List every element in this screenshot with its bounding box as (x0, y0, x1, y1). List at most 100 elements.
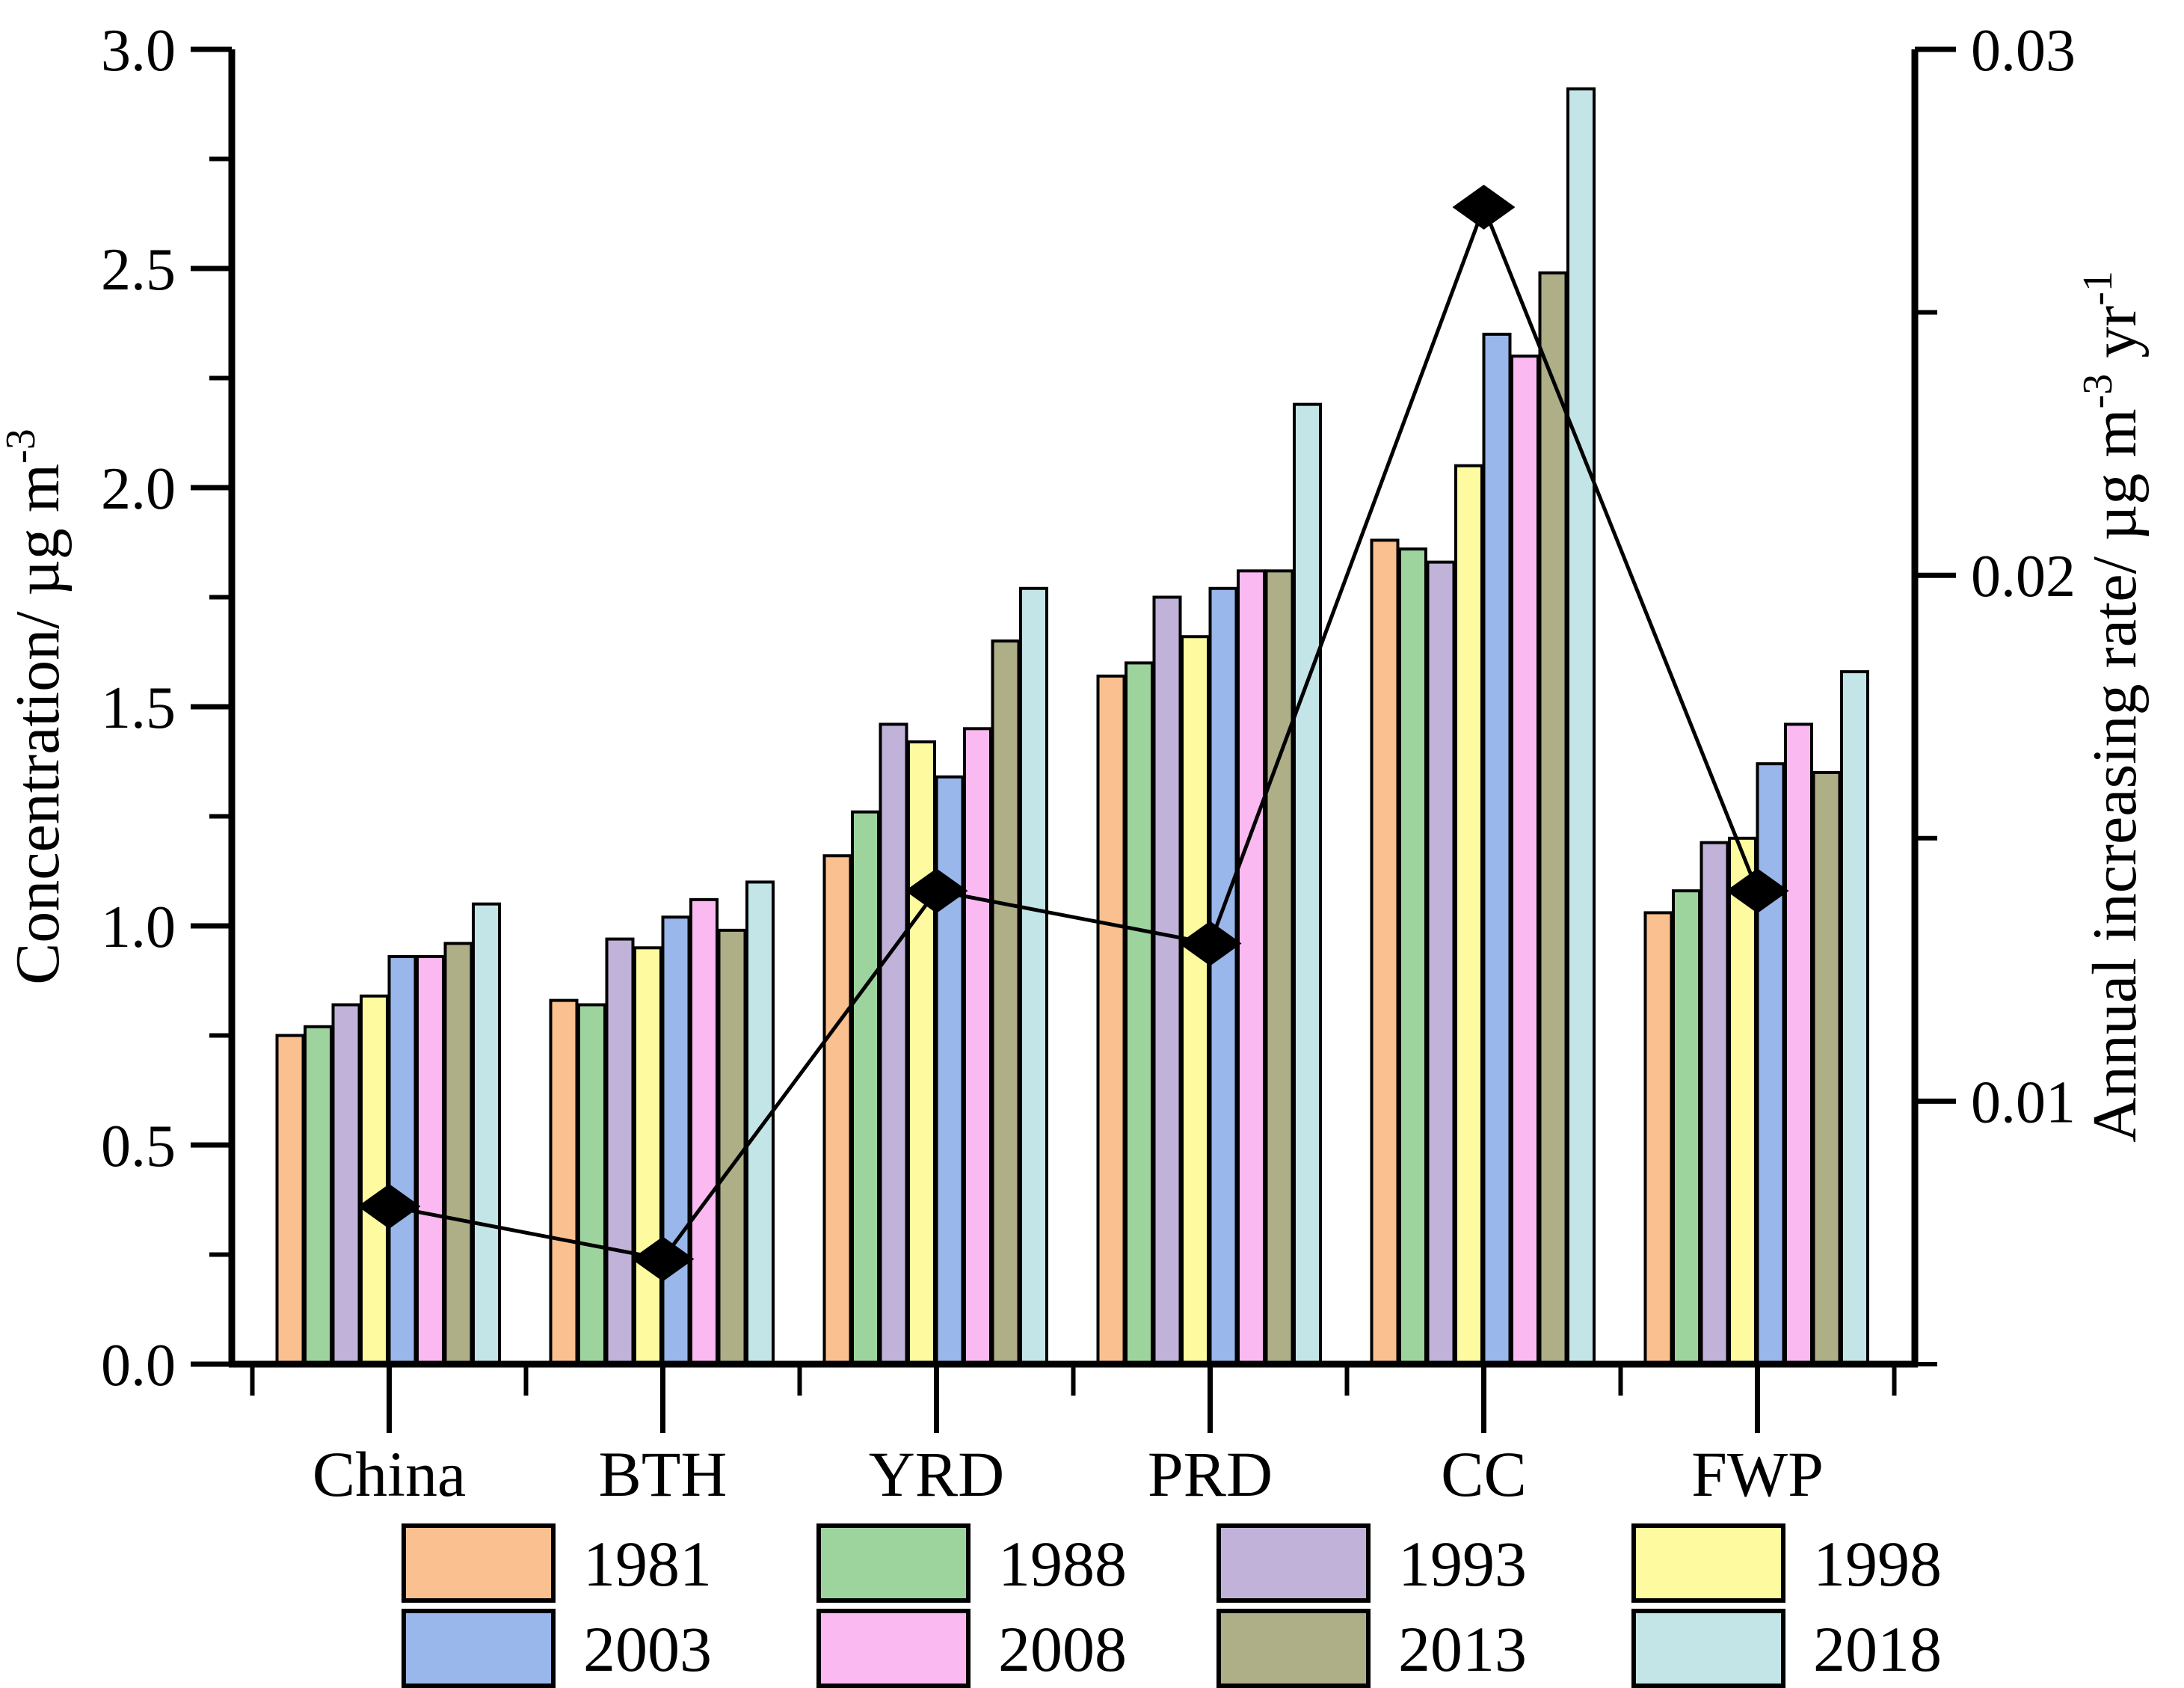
category-label: PRD (1148, 1438, 1273, 1510)
bar-1993-China (331, 1003, 361, 1366)
bar-2013-China (443, 942, 473, 1366)
series-2008 (416, 355, 1813, 1366)
bar-2003-China (387, 955, 417, 1366)
series-1981 (275, 538, 1673, 1366)
bar-1981-China (275, 1034, 305, 1366)
legend-item-2018: 2018 (1631, 1609, 1942, 1688)
legend-swatch (1631, 1609, 1785, 1688)
bar-1998-China (360, 994, 389, 1366)
legend-item-2003: 2003 (402, 1609, 712, 1688)
bar-2003-CC (1482, 332, 1512, 1366)
rate-marker-CC (1452, 184, 1516, 230)
bar-1998-PRD (1181, 635, 1210, 1366)
bar-2003-YRD (935, 775, 965, 1366)
bar-1998-BTH (633, 946, 662, 1366)
legend-swatch (1216, 1609, 1371, 1688)
bar-2018-China (472, 902, 501, 1366)
bar-2003-BTH (661, 915, 691, 1366)
legend-label: 1993 (1398, 1528, 1527, 1600)
series-2003 (387, 332, 1785, 1366)
left-tick-label: 2.0 (101, 456, 176, 522)
rate-marker-FWP (1726, 868, 1789, 914)
legend-swatch (816, 1523, 971, 1603)
right-axis-title: Annual increasing rate/ µg m-3 yr-1 (2075, 271, 2150, 1143)
bar-2013-YRD (991, 639, 1021, 1366)
legend-label: 2003 (583, 1613, 712, 1685)
bar-1981-PRD (1096, 674, 1126, 1366)
category-label: YRD (869, 1438, 1005, 1510)
bar-2013-FWP (1812, 770, 1842, 1366)
bar-1988-PRD (1125, 661, 1154, 1366)
bar-1988-BTH (577, 1003, 606, 1366)
bar-2018-FWP (1840, 670, 1869, 1366)
bar-2018-PRD (1293, 402, 1322, 1366)
left-tick-label: 0.5 (101, 1114, 176, 1179)
legend-item-2008: 2008 (816, 1609, 1127, 1688)
bar-1998-FWP (1728, 836, 1757, 1366)
legend-item-2013: 2013 (1216, 1609, 1527, 1688)
right-tick-label: 0.02 (1971, 544, 2076, 610)
left-axis-title: Concentration/ µg m-3 (0, 429, 73, 985)
bar-1988-YRD (851, 810, 880, 1366)
x-axis: China BTH YRD PRD CC FWP (250, 1364, 1897, 1510)
bar-2013-CC (1538, 271, 1568, 1366)
bar-2008-China (416, 955, 445, 1366)
legend-label: 1998 (1813, 1528, 1942, 1600)
rate-line (389, 202, 1759, 1262)
series-1998 (360, 464, 1757, 1366)
legend-label: 2013 (1398, 1613, 1527, 1685)
bar-1993-FWP (1699, 841, 1729, 1366)
legend-swatch (402, 1523, 556, 1603)
bar-1988-FWP (1672, 889, 1701, 1366)
legend-label: 2008 (998, 1613, 1127, 1685)
bars-group (275, 87, 1869, 1366)
bar-2003-FWP (1756, 762, 1785, 1366)
bar-1981-CC (1370, 538, 1400, 1366)
bar-1981-YRD (822, 854, 852, 1366)
bar-2018-BTH (745, 880, 775, 1366)
bar-1998-YRD (907, 740, 936, 1366)
bar-2008-FWP (1784, 722, 1813, 1366)
bar-1993-CC (1426, 560, 1456, 1366)
bar-2003-PRD (1208, 586, 1238, 1366)
category-label: FWP (1691, 1438, 1824, 1510)
series-2018 (472, 87, 1869, 1366)
legend-label: 1988 (998, 1528, 1127, 1600)
bar-1993-YRD (879, 722, 908, 1366)
series-1993 (331, 560, 1729, 1366)
right-tick-label: 0.03 (1971, 18, 2076, 84)
bar-2008-BTH (689, 897, 719, 1366)
bar-2013-BTH (717, 928, 747, 1366)
legend-label: 2018 (1813, 1613, 1942, 1685)
legend-swatch (816, 1609, 971, 1688)
legend-item-1993: 1993 (1216, 1523, 1527, 1603)
category-label: CC (1441, 1438, 1527, 1510)
bar-1993-BTH (605, 937, 635, 1366)
left-tick-label: 2.5 (101, 237, 176, 303)
bar-1988-China (304, 1025, 333, 1366)
legend-swatch (402, 1609, 556, 1688)
bar-1998-CC (1454, 464, 1483, 1366)
left-tick-label: 1.0 (101, 894, 176, 960)
bar-2018-CC (1566, 87, 1596, 1366)
bar-2008-CC (1510, 355, 1539, 1366)
right-tick-label: 0.01 (1971, 1069, 2076, 1135)
left-tick-label: 0.0 (101, 1333, 176, 1399)
bar-2008-YRD (963, 727, 992, 1366)
legend-swatch (1216, 1523, 1371, 1603)
bar-2008-PRD (1237, 569, 1266, 1366)
legend-item-1998: 1998 (1631, 1523, 1942, 1603)
bar-2013-PRD (1264, 569, 1294, 1366)
rate-marker-China (357, 1184, 421, 1230)
category-label: BTH (599, 1438, 728, 1510)
left-axis: 0.0 0.5 1.0 1.5 2.0 2.5 3.0 (101, 18, 232, 1399)
legend-swatch (1631, 1523, 1785, 1603)
rate-marker-BTH (631, 1236, 695, 1282)
category-label: China (313, 1438, 466, 1510)
legend-item-1981: 1981 (402, 1523, 712, 1603)
bar-1988-CC (1398, 547, 1427, 1366)
bar-1993-PRD (1152, 595, 1182, 1366)
left-tick-label: 1.5 (101, 675, 176, 741)
right-axis: 0.01 0.02 0.03 (1915, 18, 2076, 1366)
